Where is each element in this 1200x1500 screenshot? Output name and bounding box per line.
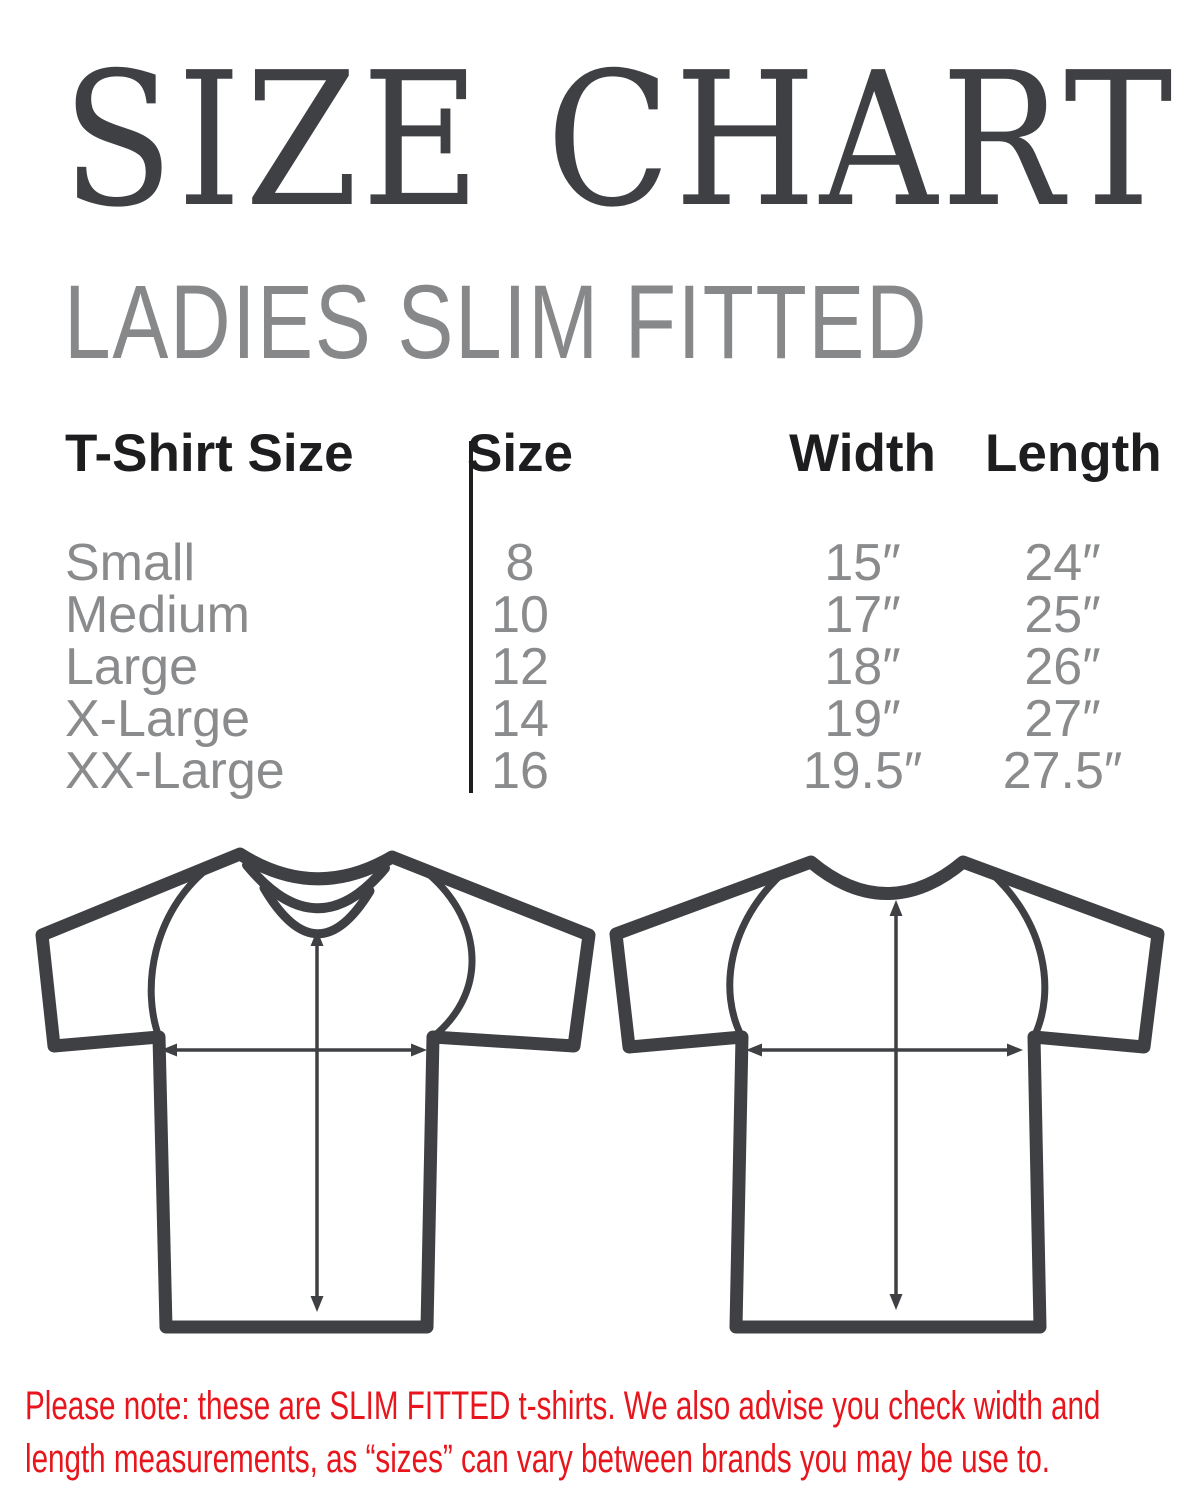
width-arrow-icon <box>161 1043 427 1057</box>
cell-size-name: Small <box>65 534 196 592</box>
column-header-tshirt-size: T-Shirt Size <box>65 424 354 483</box>
size-table-rows: Small 8 15″ 24″ Medium 10 17″ 25″ Large … <box>0 537 1200 797</box>
column-header-width: Width <box>789 424 936 483</box>
cell-length: 26″ <box>1024 638 1101 696</box>
cell-size: 16 <box>491 742 549 800</box>
collar-band-arc <box>242 860 390 914</box>
cell-length: 27.5″ <box>1002 742 1123 800</box>
cell-width: 19.5″ <box>802 742 923 800</box>
note-line-2: length measurements, as “sizes” can vary… <box>25 1437 1051 1481</box>
column-header-length: Length <box>985 424 1162 483</box>
table-row: Medium 10 17″ 25″ <box>0 589 1200 641</box>
table-divider-line <box>469 441 473 793</box>
cell-width: 15″ <box>824 534 901 592</box>
left-sleeve-seam <box>147 865 211 1041</box>
note-line-1: Please note: these are SLIM FITTED t-shi… <box>25 1384 1101 1428</box>
cell-size-name: Medium <box>65 586 250 644</box>
table-row: X-Large 14 19″ 27″ <box>0 693 1200 745</box>
right-sleeve-seam <box>986 868 1049 1041</box>
page-title: SIZE CHART <box>62 32 1177 248</box>
cell-length: 25″ <box>1024 586 1101 644</box>
cell-size-name: XX-Large <box>65 742 285 800</box>
page-subtitle: LADIES SLIM FITTED <box>64 264 929 381</box>
cell-size: 14 <box>491 690 549 748</box>
left-sleeve-seam <box>726 868 788 1041</box>
cell-width: 17″ <box>824 586 901 644</box>
length-arrow-icon <box>310 930 324 1312</box>
length-arrow-icon <box>889 900 903 1310</box>
cell-width: 19″ <box>824 690 901 748</box>
tshirt-back-diagram <box>609 855 1165 1334</box>
tshirt-front-diagram <box>35 847 596 1334</box>
cell-width: 18″ <box>824 638 901 696</box>
cell-length: 27″ <box>1024 690 1101 748</box>
tshirt-back-outline <box>609 855 1165 1334</box>
cell-size: 10 <box>491 586 549 644</box>
table-row: Large 12 18″ 26″ <box>0 641 1200 693</box>
cell-size: 12 <box>491 638 549 696</box>
slim-fit-note: Please note: these are SLIM FITTED t-shi… <box>25 1380 1100 1486</box>
column-header-size: Size <box>466 424 574 483</box>
table-row: Small 8 15″ 24″ <box>0 537 1200 589</box>
right-sleeve-seam <box>421 867 476 1041</box>
cell-size: 8 <box>505 534 535 592</box>
cell-size-name: Large <box>65 638 198 696</box>
cell-length: 24″ <box>1024 534 1101 592</box>
cell-size-name: X-Large <box>65 690 250 748</box>
size-table: T-Shirt Size Size Width Length Small 8 1… <box>0 424 1200 805</box>
table-row: XX-Large 16 19.5″ 27.5″ <box>0 745 1200 797</box>
width-arrow-icon <box>746 1043 1023 1057</box>
